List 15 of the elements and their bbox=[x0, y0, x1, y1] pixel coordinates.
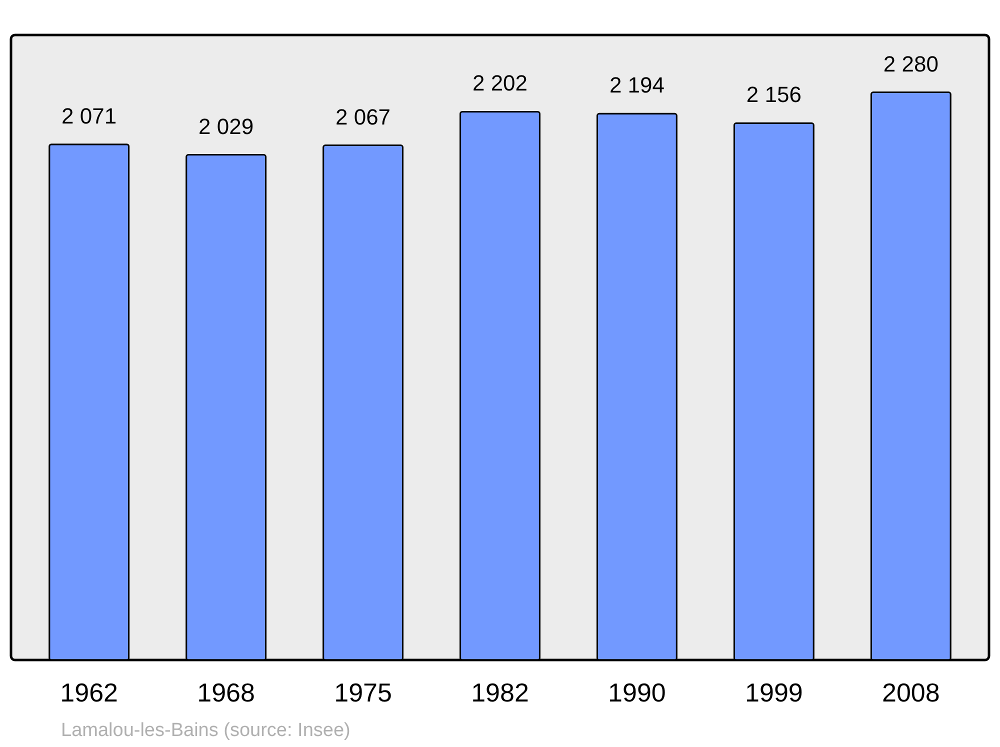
x-tick-label: 1968 bbox=[197, 678, 255, 708]
data-label: 2 029 bbox=[198, 114, 254, 139]
x-tick-label: 1999 bbox=[745, 678, 803, 708]
x-tick-label: 1982 bbox=[471, 678, 529, 708]
text: Lamalou-les-Bains (source: Insee) bbox=[61, 720, 350, 741]
data-label: 2 067 bbox=[335, 104, 391, 130]
x-tick-label: 1962 bbox=[60, 678, 118, 708]
data-label: 2 280 bbox=[883, 51, 938, 76]
data-label: 2 156 bbox=[746, 82, 802, 108]
data-label: 2 202 bbox=[472, 70, 528, 96]
x-tick-label: 1990 bbox=[608, 678, 666, 708]
x-tick-label: 2008 bbox=[882, 678, 940, 708]
x-tick-label: 1975 bbox=[334, 678, 392, 708]
data-label: 2 194 bbox=[609, 72, 665, 98]
data-label: 2 071 bbox=[62, 103, 117, 128]
